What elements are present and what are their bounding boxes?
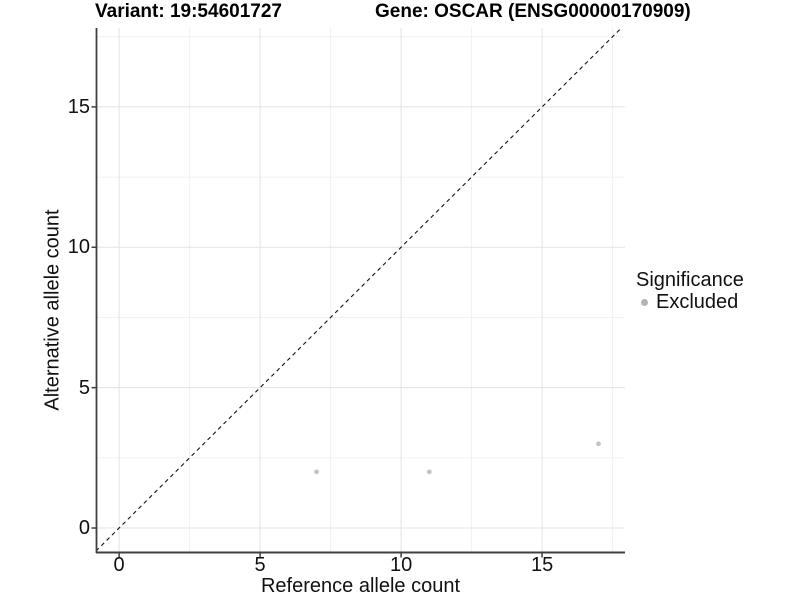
legend-item: Excluded (636, 291, 744, 313)
x-tick-label: 10 (389, 554, 413, 576)
axis-lines (95, 28, 625, 554)
data-point (596, 441, 601, 447)
legend: Significance Excluded (636, 269, 744, 313)
y-tick-label: 5 (78, 376, 90, 399)
x-tick-label: 5 (254, 554, 266, 576)
x-tick-label: 0 (113, 554, 125, 576)
y-tick-label: 10 (67, 236, 90, 259)
legend-key-dot-icon (641, 298, 648, 306)
plot-title-gene: Gene: OSCAR (ENSG00000170909) (375, 1, 691, 22)
legend-title: Significance (636, 269, 744, 291)
grid-major (96, 28, 625, 553)
legend-item-label: Excluded (656, 290, 739, 313)
y-tick-label: 15 (67, 95, 90, 118)
legend-items: Excluded (636, 291, 744, 313)
x-axis-title: Reference allele count (260, 575, 460, 597)
grid-minor (96, 28, 625, 553)
reference-line (95, 27, 622, 552)
tick-marks (91, 106, 543, 558)
data-point (314, 469, 319, 475)
x-tick-label: 15 (530, 554, 554, 576)
plot-title-variant: Variant: 19:54601727 (95, 1, 282, 22)
data-point (426, 469, 432, 475)
data-points (314, 441, 601, 475)
plot-panel (91, 27, 625, 558)
identity-line (95, 27, 622, 552)
y-tick-label: 0 (78, 517, 90, 539)
